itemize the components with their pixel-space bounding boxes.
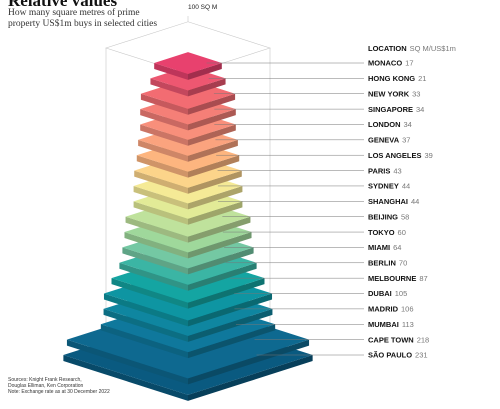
city-label: LOS ANGELES 39 xyxy=(368,151,433,160)
city-label: CAPE TOWN 218 xyxy=(368,335,429,344)
city-label: DUBAI 105 xyxy=(368,289,407,298)
source-line-1: Sources: Knight Frank Research, xyxy=(8,377,82,383)
city-label: MONACO 17 xyxy=(368,59,414,68)
legend-unit-label: SQ M/US$1m xyxy=(410,44,456,53)
city-value: 70 xyxy=(399,258,407,267)
pyramid-layers xyxy=(63,52,313,401)
city-value: 106 xyxy=(401,305,414,314)
city-value: 44 xyxy=(411,197,419,206)
city-label: SHANGHAI 44 xyxy=(368,197,419,206)
city-value: 34 xyxy=(404,120,412,129)
city-value: 58 xyxy=(401,212,409,221)
city-label: TOKYO 60 xyxy=(368,228,406,237)
city-label: SYDNEY 44 xyxy=(368,182,410,191)
city-label: MUMBAI 113 xyxy=(368,320,414,329)
city-value: 105 xyxy=(395,289,408,298)
city-label: SÃO PAULO 231 xyxy=(368,351,428,360)
city-value: 43 xyxy=(393,166,401,175)
legend-header: LOCATION SQ M/US$1m xyxy=(368,44,456,53)
city-label: MELBOURNE 87 xyxy=(368,274,428,283)
city-value: 231 xyxy=(415,351,428,360)
leader-lines xyxy=(206,62,364,356)
source-line-3: Note: Exchange rate as at 30 December 20… xyxy=(8,389,110,396)
legend-location-label: LOCATION xyxy=(368,44,407,53)
city-name: MONACO xyxy=(368,59,402,68)
city-value: 34 xyxy=(416,105,424,114)
city-value: 113 xyxy=(402,320,414,329)
city-label: HONG KONG 21 xyxy=(368,74,426,83)
city-label: MIAMI 64 xyxy=(368,243,401,252)
city-name: HONG KONG xyxy=(368,74,415,83)
city-name: DUBAI xyxy=(368,289,392,298)
city-value: 87 xyxy=(419,274,427,283)
city-name: SINGAPORE xyxy=(368,105,413,114)
source-line-2: Douglas Elliman, Ken Corporation xyxy=(8,383,84,390)
chart-title: Relative values xyxy=(8,0,118,10)
city-name: SYDNEY xyxy=(368,182,399,191)
city-name: PARIS xyxy=(368,166,390,175)
city-value: 64 xyxy=(393,243,401,252)
city-name: MELBOURNE xyxy=(368,274,416,283)
city-label: BERLIN 70 xyxy=(368,258,407,267)
city-value: 218 xyxy=(417,335,430,344)
city-name: LOS ANGELES xyxy=(368,151,421,160)
chart-subtitle: How many square metres of prime property… xyxy=(8,8,158,29)
city-name: BEIJING xyxy=(368,212,398,221)
city-label: SINGAPORE 34 xyxy=(368,105,424,114)
city-name: GENEVA xyxy=(368,136,400,145)
city-name: MADRID xyxy=(368,305,399,314)
city-value: 60 xyxy=(398,228,406,237)
city-value: 17 xyxy=(405,59,413,68)
city-label: MADRID 106 xyxy=(368,305,414,314)
city-name: BERLIN xyxy=(368,258,396,267)
city-name: MUMBAI xyxy=(368,320,399,329)
city-label: GENEVA 37 xyxy=(368,136,410,145)
city-value: 21 xyxy=(418,74,426,83)
city-name: SHANGHAI xyxy=(368,197,408,206)
city-label: BEIJING 58 xyxy=(368,212,409,221)
city-name: SÃO PAULO xyxy=(368,351,412,360)
city-name: NEW YORK xyxy=(368,89,410,98)
city-value: 37 xyxy=(402,136,410,145)
layer-monaco xyxy=(154,52,222,80)
sources-note: Sources: Knight Frank Research, Douglas … xyxy=(8,377,110,396)
city-name: MIAMI xyxy=(368,243,390,252)
city-value: 33 xyxy=(412,89,420,98)
city-name: CAPE TOWN xyxy=(368,335,414,344)
city-value: 44 xyxy=(402,182,410,191)
city-value: 39 xyxy=(424,151,432,160)
city-name: TOKYO xyxy=(368,228,395,237)
reference-cube-label: 100 SQ M xyxy=(188,4,218,11)
city-label: NEW YORK 33 xyxy=(368,89,420,98)
city-label: PARIS 43 xyxy=(368,166,402,175)
city-name: LONDON xyxy=(368,120,401,129)
city-label: LONDON 34 xyxy=(368,120,412,129)
